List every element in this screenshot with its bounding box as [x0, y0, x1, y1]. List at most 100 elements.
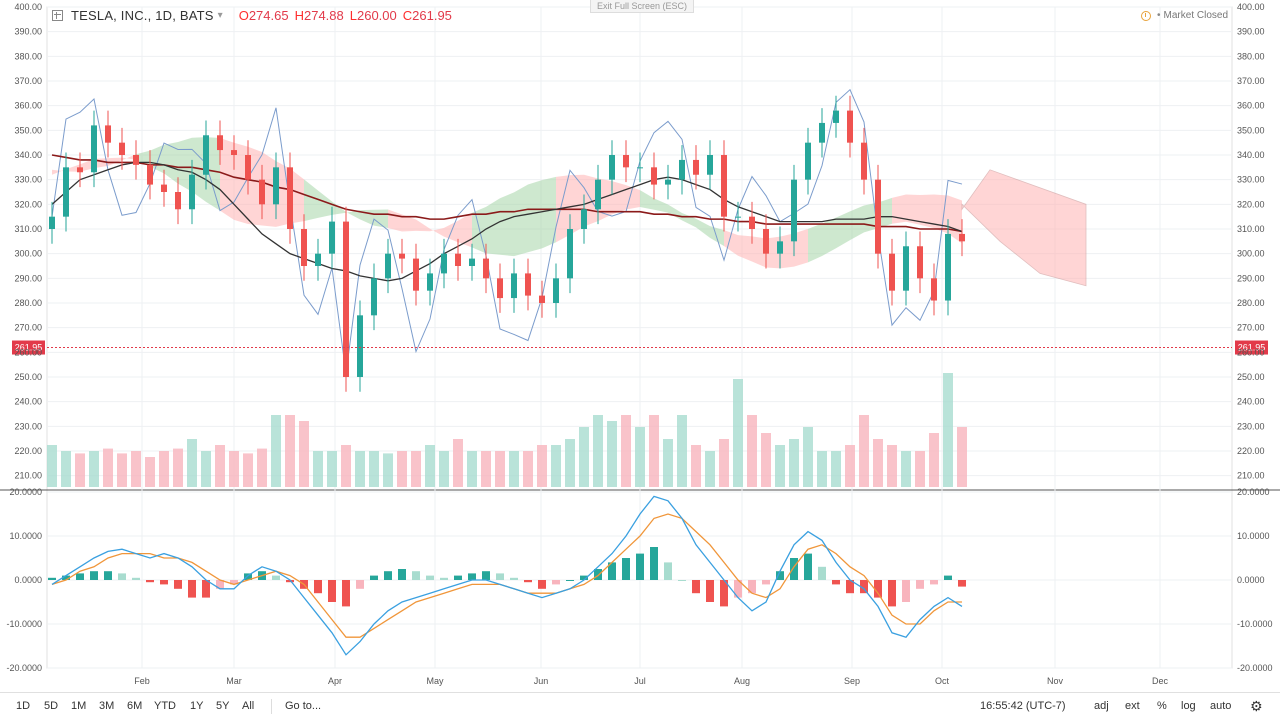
volume-bar	[103, 448, 113, 487]
volume-bar	[257, 448, 267, 487]
x-tick-label: Aug	[734, 676, 750, 686]
timeframe-1d[interactable]: 1D	[16, 700, 31, 712]
candle-body	[707, 155, 713, 175]
macd-histogram-bar	[188, 580, 196, 598]
candle-body	[651, 167, 657, 185]
chart-canvas: 261.95 261.95 210.00 210.00 220.00 220.00 230…	[0, 2, 1280, 686]
y-tick-label: 220.00	[14, 446, 42, 456]
candle-body	[553, 278, 559, 303]
y-tick-label: 320.00	[14, 199, 42, 209]
candle-body	[945, 233, 951, 301]
y-tick-label: 360.00	[14, 101, 42, 111]
timeframe-all[interactable]: All	[242, 700, 255, 712]
y-tick-label: 310.00	[14, 224, 42, 234]
volume-bar	[957, 427, 967, 487]
cloud-segment	[654, 198, 668, 213]
timeframe-1y[interactable]: 1Y	[190, 700, 204, 712]
timeframe-5d[interactable]: 5D	[44, 700, 59, 712]
volume-bar	[299, 421, 309, 487]
macd-tick-label: 20.0000	[9, 487, 42, 497]
cloud-segment	[640, 190, 654, 210]
expand-icon[interactable]	[52, 10, 63, 21]
candle-body	[217, 135, 223, 151]
candle-body	[665, 179, 671, 185]
log-toggle[interactable]: log	[1181, 700, 1196, 712]
volume-bar	[789, 439, 799, 487]
cloud-segment	[178, 137, 192, 192]
y-tick-label: 330.00	[14, 175, 42, 185]
last-price-tag-right-text: 261.95	[1238, 343, 1266, 353]
macd-histogram-bar	[76, 573, 84, 580]
exit-fullscreen-button[interactable]: Exit Full Screen (ESC)	[590, 0, 695, 13]
macd-histogram-bar	[328, 580, 336, 602]
volume-bar	[509, 451, 519, 487]
cloud-segment	[318, 190, 332, 218]
macd-tick-label: -10.0000	[1237, 619, 1273, 629]
ext-toggle[interactable]: ext	[1125, 700, 1140, 712]
axes: 210.00 210.00 220.00 220.00 230.00 230.00 240.…	[6, 2, 1272, 686]
timeframe-6m[interactable]: 6M	[127, 700, 143, 712]
candle-body	[525, 273, 531, 296]
volume-bar	[761, 433, 771, 487]
volume-bar	[873, 439, 883, 487]
last-price-line: 261.95 261.95	[12, 340, 1268, 355]
cloud-segment	[542, 176, 556, 249]
y-tick-label: 260.00	[1237, 347, 1265, 357]
timeframe-1m[interactable]: 1M	[71, 700, 87, 712]
market-status-label: Market Closed	[1163, 10, 1228, 21]
macd-histogram-bar	[832, 580, 840, 585]
macd-histogram-bar	[804, 553, 812, 580]
candle-body	[875, 179, 881, 254]
candle-body	[595, 179, 601, 210]
macd-tick-label: 10.0000	[1237, 531, 1270, 541]
candle-body	[539, 295, 545, 303]
y-tick-label: 230.00	[14, 421, 42, 431]
timeframe-3m[interactable]: 3M	[99, 700, 115, 712]
percent-toggle[interactable]: %	[1157, 700, 1167, 712]
timeframe-5y[interactable]: 5Y	[216, 700, 230, 712]
volume-bar	[523, 451, 533, 487]
volume-bar	[411, 451, 421, 487]
candle-body	[245, 155, 251, 180]
candle-body	[259, 179, 265, 205]
candle-body	[315, 253, 321, 266]
candle-body	[637, 167, 643, 169]
macd-histogram-bar	[230, 580, 238, 585]
auto-toggle[interactable]: auto	[1210, 700, 1232, 712]
volume-bar	[635, 427, 645, 487]
open-key: O	[238, 8, 249, 23]
macd-histogram-bar	[622, 558, 630, 580]
cloud-segment	[780, 233, 794, 269]
macd-histogram-bar	[580, 575, 588, 580]
macd-histogram-bar	[706, 580, 714, 602]
volume-bar	[159, 451, 169, 487]
open-value: 274.65	[248, 8, 289, 23]
candle-body	[581, 209, 587, 229]
y-tick-label: 280.00	[14, 298, 42, 308]
macd-histogram-bar	[48, 577, 56, 580]
timeframe-ytd[interactable]: YTD	[154, 700, 176, 712]
candle-body	[469, 258, 475, 266]
macd-histogram-bar	[440, 577, 448, 580]
go-to-button[interactable]: Go to...	[285, 700, 322, 712]
cloud-segment	[570, 174, 584, 235]
candle-body	[189, 174, 195, 210]
symbol-label[interactable]: TESLA, INC., 1D, BATS	[71, 8, 214, 23]
macd-histogram-bar	[90, 571, 98, 580]
macd-histogram-bar	[342, 580, 350, 607]
cloud-segment	[514, 184, 528, 257]
volume-bar	[705, 451, 715, 487]
cloud-segment	[290, 168, 304, 224]
macd-histogram-bar	[930, 580, 938, 585]
cloud-segment	[458, 212, 472, 248]
volume-bar	[719, 439, 729, 487]
cloud-segment	[724, 230, 738, 256]
close-value: 261.95	[412, 8, 452, 23]
chevron-down-icon[interactable]: ▾	[217, 10, 223, 21]
macd-histogram-bar	[594, 569, 602, 580]
adj-toggle[interactable]: adj	[1094, 700, 1109, 712]
y-tick-label: 400.00	[1237, 2, 1265, 12]
gear-icon[interactable]: ⚙	[1250, 698, 1263, 714]
x-tick-label: Sep	[844, 676, 860, 686]
y-tick-label: 250.00	[14, 372, 42, 382]
